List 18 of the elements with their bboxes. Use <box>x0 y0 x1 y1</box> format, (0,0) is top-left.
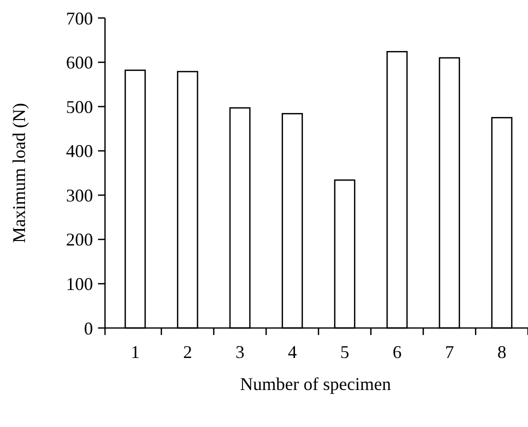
y-tick-label: 200 <box>66 230 93 250</box>
x-tick-label: 1 <box>130 342 140 362</box>
x-tick-label: 2 <box>183 342 192 362</box>
y-tick-label: 700 <box>66 8 93 28</box>
y-tick-label: 300 <box>66 185 93 206</box>
x-tick-label: 7 <box>444 342 454 362</box>
x-tick-label: 6 <box>392 342 402 362</box>
y-tick-label: 100 <box>66 274 93 294</box>
x-tick-label: 5 <box>340 342 350 362</box>
y-tick-label: 400 <box>66 141 93 162</box>
y-tick-label: 0 <box>84 318 93 338</box>
x-tick-label: 8 <box>497 342 506 362</box>
x-axis-title: Number of specimen <box>240 374 391 394</box>
y-tick-label: 600 <box>66 52 93 73</box>
y-tick-label: 500 <box>66 96 93 117</box>
x-tick-label: 4 <box>288 342 297 362</box>
x-tick-label: 3 <box>235 342 244 362</box>
y-axis-title: Maximum load (N) <box>9 103 29 243</box>
